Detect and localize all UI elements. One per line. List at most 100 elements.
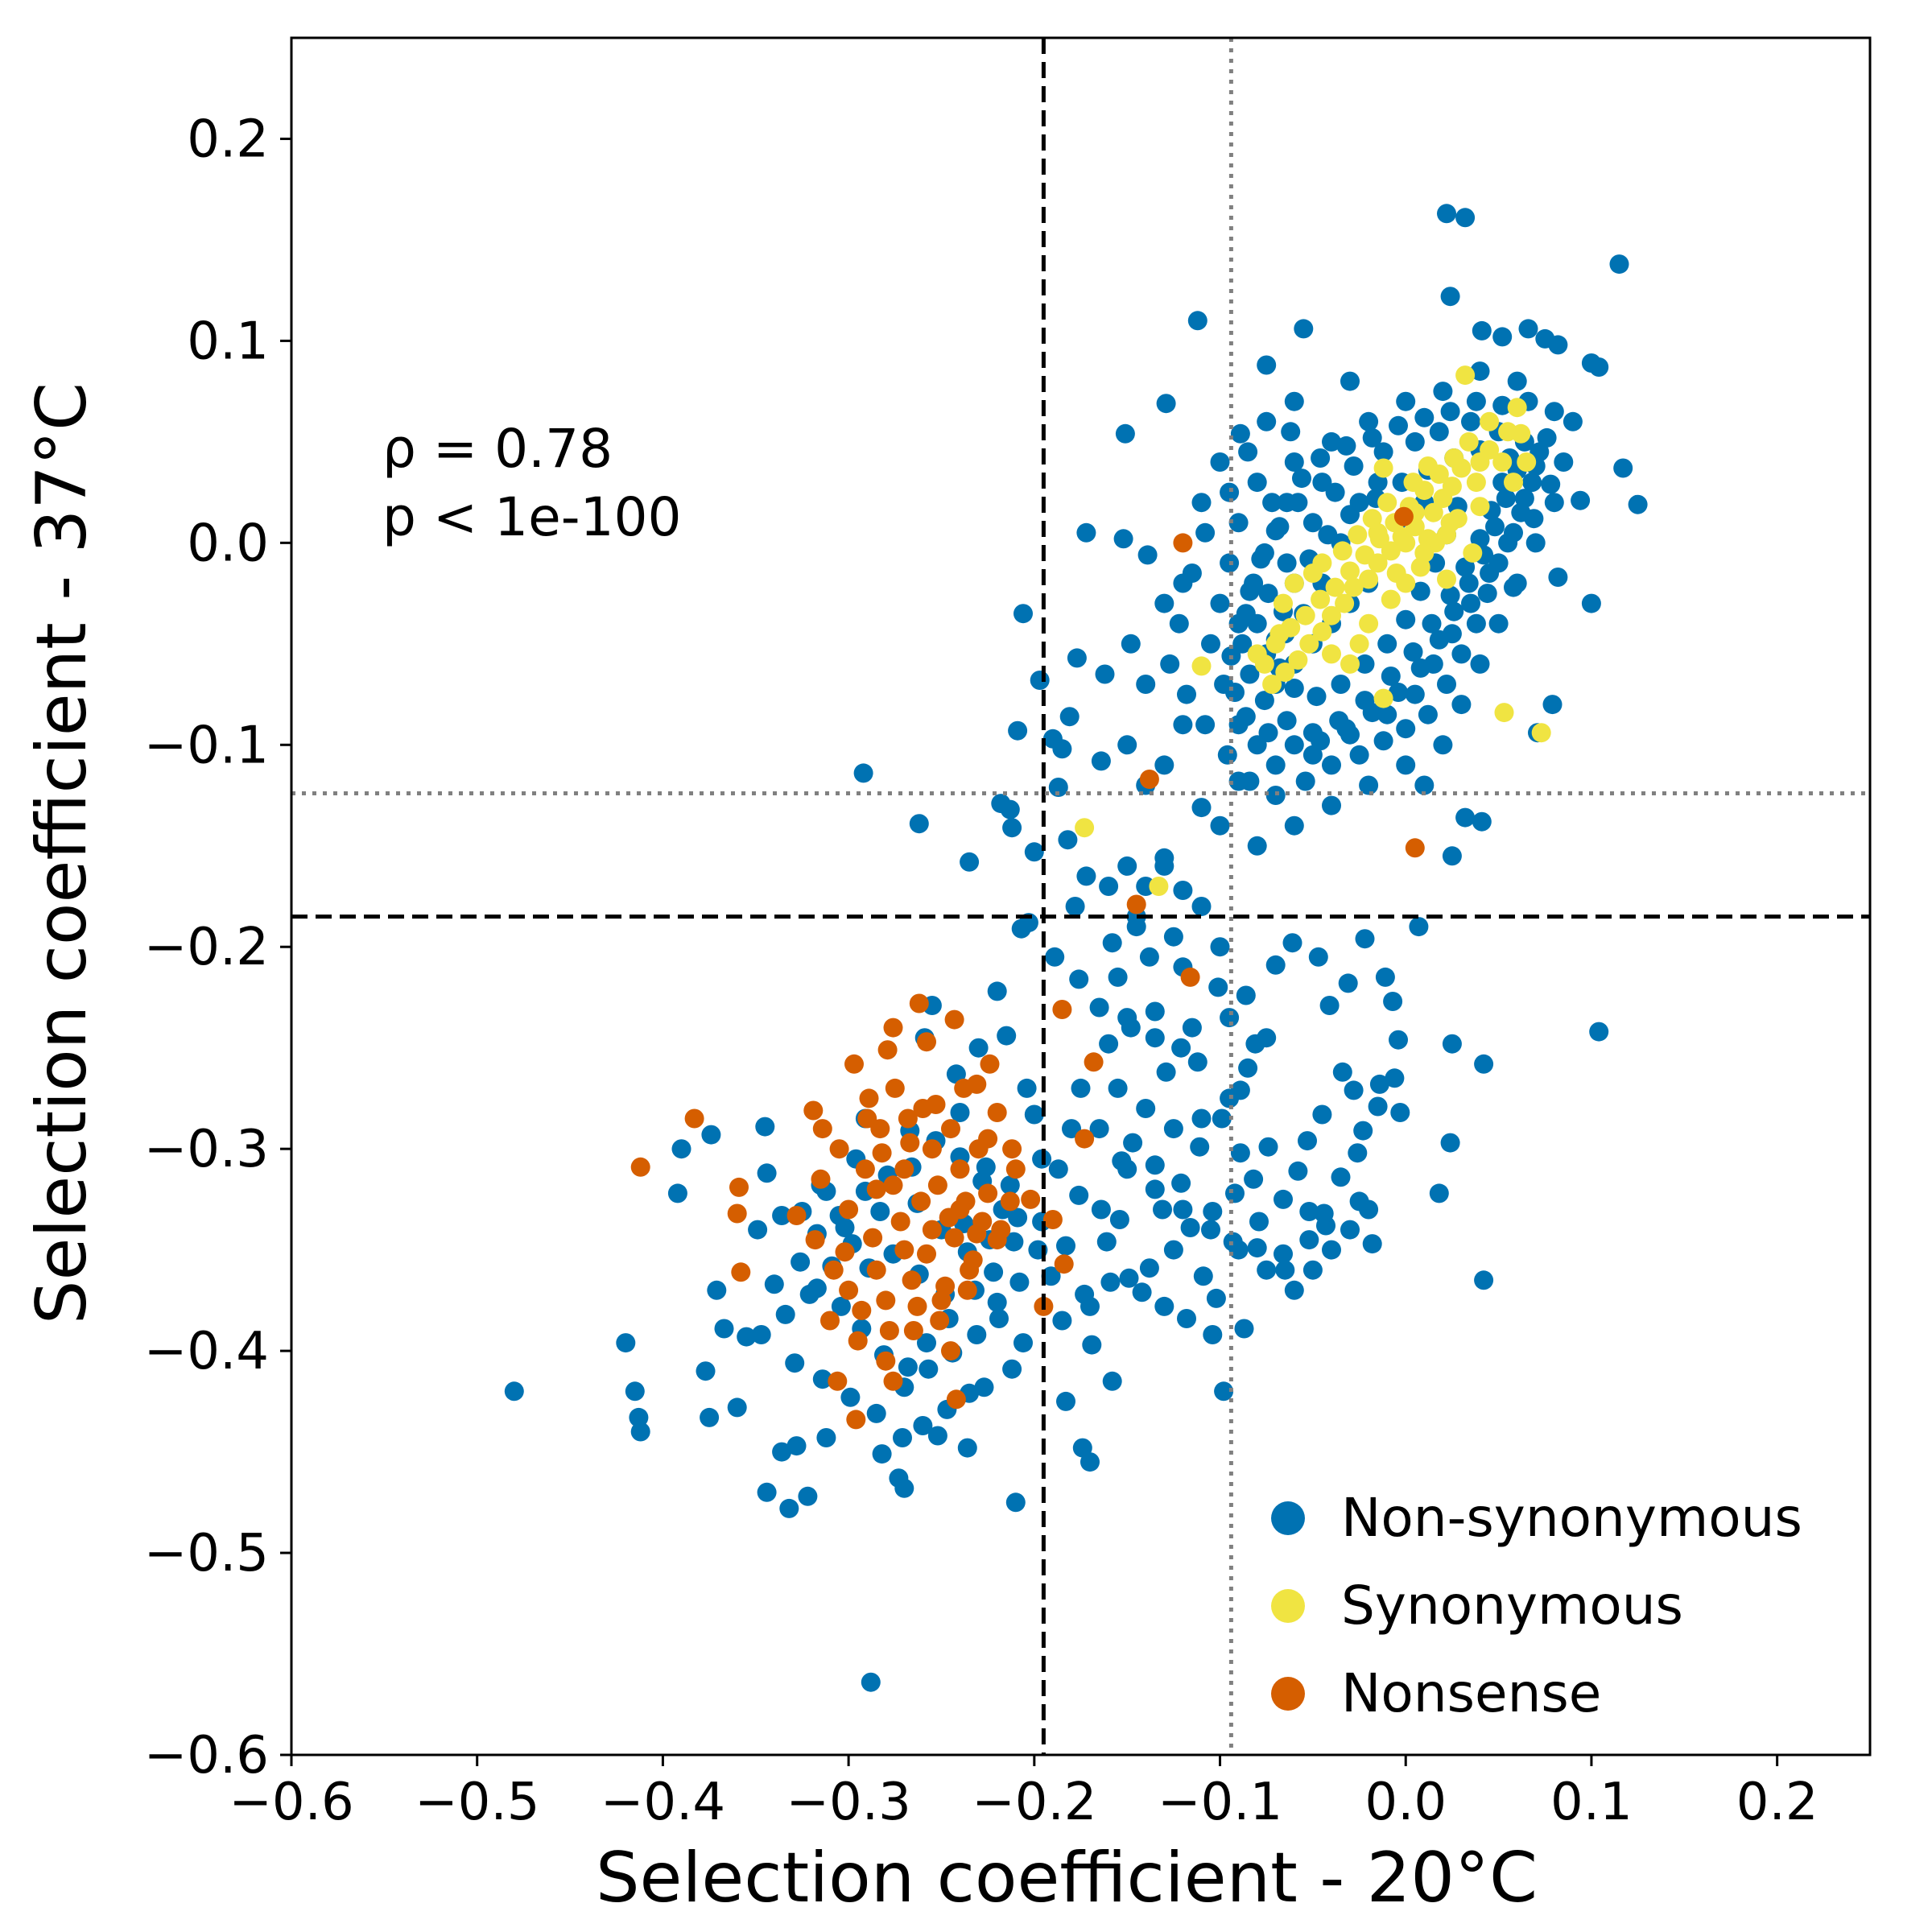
point-nonsense [684,1108,704,1129]
point-non-synonymous [757,1482,777,1502]
point-non-synonymous [1377,634,1397,654]
point-non-synonymous [1119,1268,1139,1288]
point-non-synonymous [1284,452,1304,472]
point-non-synonymous [976,1157,996,1177]
point-synonymous [1359,613,1379,634]
point-non-synonymous [1504,522,1523,543]
point-non-synonymous [1191,1108,1212,1129]
point-non-synonymous [1307,687,1327,707]
point-non-synonymous [1187,311,1208,331]
plot-frame [290,36,1872,1757]
point-nonsense [848,1331,868,1351]
point-non-synonymous [1065,897,1085,916]
point-nonsense [1075,1129,1095,1149]
point-non-synonymous [1102,1371,1122,1391]
point-non-synonymous [1466,391,1486,411]
point-non-synonymous [1514,489,1534,509]
point-non-synonymous [707,1280,727,1300]
point-non-synonymous [1507,371,1527,391]
point-non-synonymous [785,1353,805,1373]
point-nonsense [857,1108,877,1129]
point-nonsense [727,1203,747,1224]
points-layer [504,204,1648,1692]
point-non-synonymous [1359,411,1379,431]
point-nonsense [805,1230,825,1250]
point-non-synonymous [1563,411,1583,431]
point-synonymous [1332,541,1352,561]
x-tick-label: −0.3 [786,1773,910,1832]
point-non-synonymous [1190,1137,1210,1157]
point-non-synonymous [1115,423,1135,444]
point-non-synonymous [1177,1309,1196,1328]
point-non-synonymous [1312,1104,1332,1125]
point-non-synonymous [1414,775,1435,795]
point-non-synonymous [968,1038,989,1058]
point-non-synonymous [1210,815,1230,836]
point-synonymous [1355,545,1375,565]
point-non-synonymous [1117,735,1137,755]
point-non-synonymous [1145,1155,1165,1175]
point-non-synonymous [1302,513,1323,533]
point-non-synonymous [1262,493,1282,513]
point-non-synonymous [1024,1104,1044,1125]
point-nonsense [941,1341,960,1361]
point-non-synonymous [1048,1159,1068,1179]
point-non-synonymous [625,1381,645,1402]
point-non-synonymous [1492,327,1513,347]
point-synonymous [1517,452,1537,472]
point-non-synonymous [1177,684,1196,704]
point-non-synonymous [1206,1288,1226,1308]
point-nonsense [803,1100,824,1121]
point-non-synonymous [1282,933,1302,953]
point-non-synonymous [1238,1058,1258,1078]
point-nonsense [917,1244,936,1264]
point-non-synonymous [1381,667,1401,686]
point-non-synonymous [1240,581,1260,601]
point-non-synonymous [987,1292,1007,1312]
point-non-synonymous [957,1438,977,1458]
point-nonsense [991,1220,1011,1240]
point-non-synonymous [1410,581,1430,601]
point-non-synonymous [1355,929,1375,949]
point-non-synonymous [1284,815,1304,836]
point-non-synonymous [1240,664,1260,684]
y-tick-label: −0.2 [144,918,269,977]
point-synonymous [1507,398,1527,418]
point-non-synonymous [1249,1212,1269,1232]
point-synonymous [1295,605,1315,625]
point-synonymous [1373,458,1393,478]
point-non-synonymous [1201,634,1220,654]
point-non-synonymous [751,1325,771,1344]
point-non-synonymous [1228,613,1249,634]
y-tick-label: −0.5 [144,1524,269,1583]
point-non-synonymous [1132,1282,1152,1302]
point-nonsense [941,1119,960,1139]
point-synonymous [1494,703,1514,723]
point-nonsense [786,1206,807,1225]
point-nonsense [866,1179,886,1199]
point-non-synonymous [1195,715,1216,735]
point-non-synonymous [1212,1108,1232,1129]
point-non-synonymous [919,1359,939,1379]
point-non-synonymous [1377,704,1397,724]
point-non-synonymous [1139,947,1159,967]
point-synonymous [1377,493,1397,513]
point-synonymous [1359,569,1379,589]
point-non-synonymous [1258,1137,1278,1157]
point-non-synonymous [1437,675,1456,694]
point-nonsense [1042,1210,1063,1229]
y-axis-label: Selection coefficient - 37°C [22,382,102,1324]
point-non-synonymous [1048,778,1068,797]
point-non-synonymous [1277,493,1297,513]
point-synonymous [1373,688,1393,708]
point-non-synonymous [1477,584,1497,604]
point-synonymous [1466,473,1486,493]
point-synonymous [1274,593,1293,613]
point-non-synonymous [1440,402,1460,422]
point-synonymous [1437,569,1456,589]
point-non-synonymous [1383,992,1403,1011]
point-non-synonymous [1089,1119,1109,1139]
point-non-synonymous [1322,1240,1341,1260]
point-nonsense [935,1276,956,1296]
point-non-synonymous [1414,407,1435,427]
